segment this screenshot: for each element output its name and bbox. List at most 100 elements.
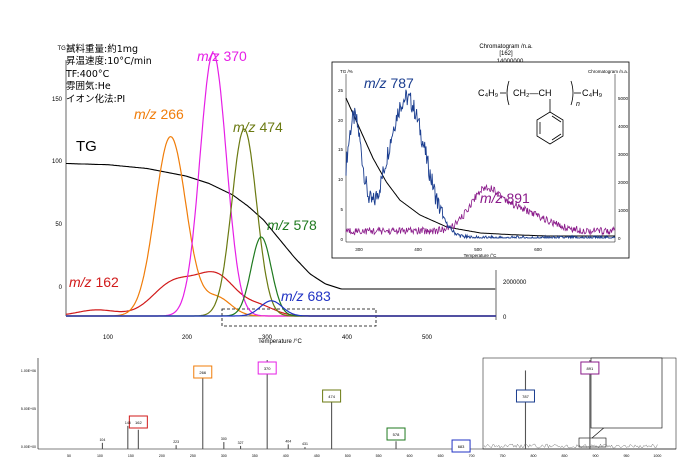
- structure-subscript-n: n: [576, 101, 580, 108]
- inset-y-tick-25: 25: [338, 88, 344, 93]
- ms-peak-box-label-162: 162: [135, 420, 142, 425]
- ms-peak-box-label-370: 370: [264, 366, 271, 371]
- inset-right-tick-0: 0: [618, 236, 621, 241]
- tg-label: TG: [76, 138, 97, 155]
- ion-label-mz162: m/z 162: [69, 274, 119, 290]
- condition-heating-rate: 昇温速度:10°C/min: [66, 56, 152, 68]
- zoom-region-box: [221, 308, 377, 327]
- structure-right-group: C₄H₉: [582, 88, 603, 98]
- inset-ion-curve-mz891: [345, 183, 616, 236]
- main-x-tick-400: 400: [342, 335, 353, 341]
- benzene-double-bond-2: [551, 133, 562, 141]
- ms-y-tick-5e5: 5.00E+05: [21, 407, 36, 411]
- ms-x-tick-250: 250: [190, 454, 196, 458]
- main-y-tick-0: 0: [59, 285, 63, 291]
- ms-x-tick-650: 650: [438, 454, 444, 458]
- ms-x-tick-600: 600: [407, 454, 413, 458]
- ms-peak-box-162: [128, 415, 148, 429]
- ms-peak-box-370: [257, 361, 277, 375]
- inset-label-mz787-prefix: m/z: [364, 75, 387, 91]
- inset-x-tick-500: 500: [474, 247, 482, 252]
- ms-peak-box-578: [386, 427, 406, 441]
- structure-bracket-left: [506, 80, 510, 106]
- condition-atmosphere: 雰囲気:He: [66, 81, 111, 93]
- main-y-tick-50: 50: [55, 222, 62, 228]
- ion-label-mz578-mass: 578: [293, 217, 317, 233]
- ms-x-tick-500: 500: [345, 454, 351, 458]
- ms-peak-label-300: 300: [221, 437, 227, 441]
- ion-label-mz578-prefix: m/z: [267, 217, 290, 233]
- ms-peak-box-266: [193, 365, 213, 379]
- main-x-tick-300: 300: [262, 335, 273, 341]
- ms-peak-label-404: 404: [285, 439, 291, 443]
- ion-label-mz162-prefix: m/z: [69, 274, 92, 290]
- condition-tf: TF:400°C: [66, 68, 110, 80]
- ion-label-mz266-mass: 266: [160, 106, 184, 122]
- ion-label-mz370: m/z 370: [197, 48, 247, 64]
- ion-label-mz370-mass: 370: [223, 48, 247, 64]
- ms-peak-box-474: [322, 389, 342, 403]
- ms-peak-label-327: 327: [238, 441, 244, 445]
- ms-x-tick-550: 550: [376, 454, 382, 458]
- inset-ion-curve-mz787: [345, 89, 616, 240]
- ion-label-mz370-prefix: m/z: [197, 48, 220, 64]
- ms-x-tick-400: 400: [283, 454, 289, 458]
- inset-x-tick-600: 600: [534, 247, 542, 252]
- inset-right-tick-5000: 5000: [618, 96, 629, 101]
- ms-x-tick-800: 800: [531, 454, 537, 458]
- inset-x-tick-400: 400: [414, 247, 422, 252]
- inset-right-tick-3000: 3000: [618, 152, 629, 157]
- main-x-axis-title: Temperature /°C: [258, 339, 302, 345]
- ion-label-mz683: m/z 683: [281, 288, 331, 304]
- structure-chain: CH₂—CH: [513, 88, 552, 98]
- benzene-double-bond-1: [551, 115, 562, 123]
- structure-bracket-right: [570, 80, 574, 106]
- main-x-tick-500: 500: [422, 335, 433, 341]
- ms-x-tick-850: 850: [562, 454, 568, 458]
- ms-peak-box-787: [515, 389, 535, 403]
- ms-peak-label-223: 223: [173, 440, 179, 444]
- ms-x-tick-900: 900: [592, 454, 598, 458]
- ms-peak-box-label-474: 474: [328, 394, 335, 399]
- ms-zoom-inset: [590, 357, 663, 429]
- condition-ionization: イオン化法:PI: [66, 93, 126, 105]
- inset-y-axis-title: TG /%: [340, 69, 353, 74]
- ms-peak-box-683: [451, 439, 471, 453]
- ion-label-mz683-mass: 683: [307, 288, 331, 304]
- main-y-axis-title: TG /%: [57, 46, 75, 52]
- ion-label-mz474-mass: 474: [259, 119, 283, 135]
- ms-peak-box-label-891: 891: [587, 366, 594, 371]
- condition-sample-weight: 試料重量:約1mg: [66, 44, 139, 55]
- inset-label-mz891-prefix: m/z: [480, 190, 503, 206]
- main-y-tick-150: 150: [52, 97, 63, 103]
- inset-y-tick-10: 10: [338, 177, 344, 182]
- ms-peak-box-891: [580, 361, 600, 375]
- inset-plot: TG /% Chromatogram /n.a. Temperature /°C…: [331, 61, 630, 259]
- inset-x-axis-title: Temperature /°C: [464, 253, 498, 258]
- ion-label-mz266: m/z 266: [134, 106, 184, 122]
- ms-x-tick-950: 950: [623, 454, 629, 458]
- ion-curve-mz683: [66, 300, 496, 317]
- ion-label-mz474-prefix: m/z: [233, 119, 256, 135]
- inset-y-tick-20: 20: [338, 118, 344, 123]
- ms-x-tick-300: 300: [221, 454, 227, 458]
- main-y-tick-100: 100: [52, 159, 63, 165]
- inset-right-tick-2000: 2000: [618, 180, 629, 185]
- main-x-tick-100: 100: [103, 335, 114, 341]
- tg-curve: [66, 162, 496, 290]
- ms-zoom-box: [578, 437, 607, 448]
- main-tg-plot: TG /% Temperature /°C 150 100 50 0 100 2…: [52, 46, 527, 345]
- ms-peak-labels: 162 266 370 474 578 683 787 891 104 145 223 300 327 4…: [99, 361, 600, 453]
- inset-right-tick-1000: 1000: [618, 208, 629, 213]
- mass-spectrum: 1.00E+06 5.00E+05 0.00E+00 50 100 150 200 25…: [21, 357, 677, 458]
- ms-x-tick-50: 50: [67, 454, 71, 458]
- chromatogram-title: Chromatogram /n.a.: [479, 44, 533, 50]
- ms-x-tick-200: 200: [159, 454, 165, 458]
- inset-frame: [331, 61, 630, 259]
- ms-peaks: [101, 360, 658, 449]
- inset-label-mz891-mass: 891: [506, 190, 530, 206]
- ms-peak-label-145: 145: [125, 421, 131, 425]
- ms-x-tick-350: 350: [252, 454, 258, 458]
- main-x-tick-200: 200: [182, 335, 193, 341]
